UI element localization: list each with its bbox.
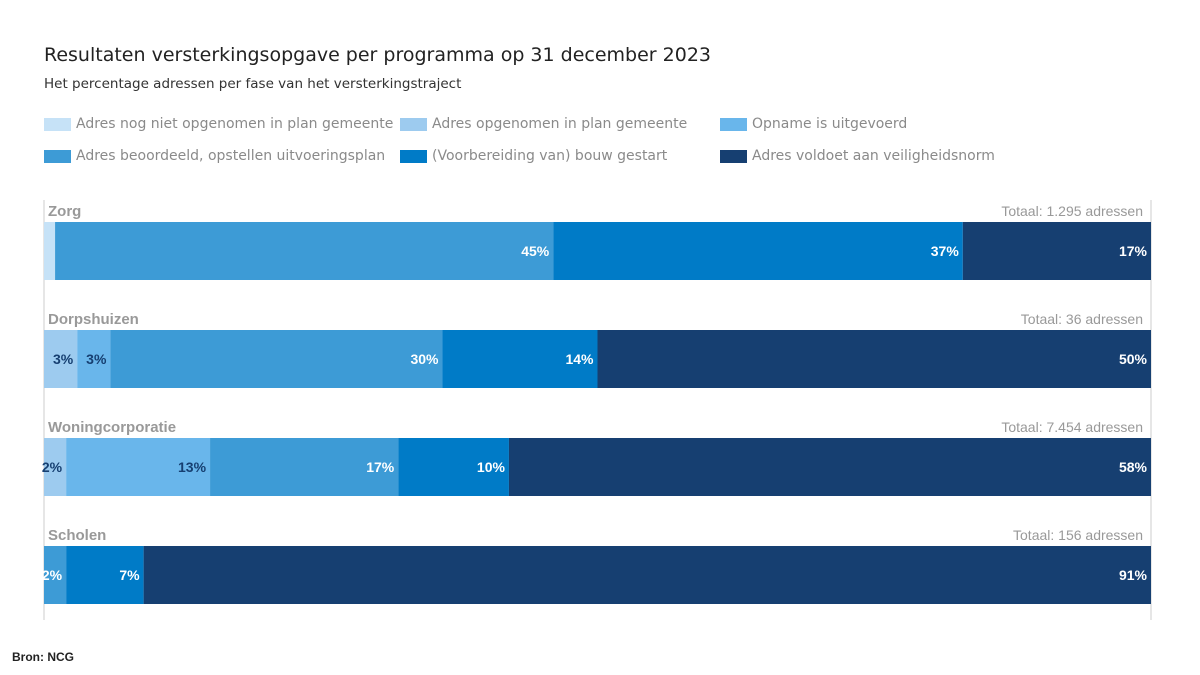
data-label: 50% (1119, 351, 1148, 367)
source-note: Bron: NCG (12, 650, 74, 664)
total-label: Totaal: 1.295 adressen (1001, 203, 1143, 219)
legend-label: (Voorbereiding van) bouw gestart (432, 148, 668, 164)
chart-title: Resultaten versterkingsopgave per progra… (44, 44, 711, 66)
category-label: Scholen (48, 527, 106, 544)
legend-item: (Voorbereiding van) bouw gestart (400, 148, 667, 164)
category-label: Dorpshuizen (48, 311, 139, 328)
legend-label: Adres voldoet aan veiligheidsnorm (752, 148, 995, 164)
legend-label: Adres opgenomen in plan gemeente (432, 116, 688, 132)
legend-item: Adres voldoet aan veiligheidsnorm (720, 148, 995, 164)
legend-item: Opname is uitgevoerd (720, 116, 907, 132)
bar-segment (110, 330, 443, 388)
data-label: 2% (42, 459, 63, 475)
data-label: 7% (119, 567, 140, 583)
chart-subtitle: Het percentage adressen per fase van het… (44, 76, 462, 92)
total-label: Totaal: 7.454 adressen (1001, 419, 1143, 435)
bar-segment (44, 438, 67, 496)
data-label: 58% (1119, 459, 1148, 475)
data-label: 13% (178, 459, 207, 475)
bar-segment (398, 438, 509, 496)
bar-segment (66, 438, 211, 496)
data-label: 91% (1119, 567, 1148, 583)
bar-segment (442, 330, 598, 388)
data-label: 30% (410, 351, 439, 367)
legend-swatch (44, 149, 71, 163)
data-label: 37% (931, 243, 960, 259)
legend-label: Opname is uitgevoerd (752, 116, 908, 132)
bar-segment (553, 222, 963, 280)
bar-segment (210, 438, 399, 496)
legend-swatch (44, 117, 71, 131)
legend-item: Adres opgenomen in plan gemeente (400, 116, 687, 132)
category-label: Zorg (48, 203, 81, 220)
data-label: 3% (53, 351, 74, 367)
bar-segment (508, 438, 1151, 496)
legend-swatch (720, 117, 747, 131)
legend-label: Adres nog niet opgenomen in plan gemeent… (76, 116, 394, 132)
category-label: Woningcorporatie (48, 419, 176, 436)
data-label: 45% (521, 243, 550, 259)
bar-segment (597, 330, 1151, 388)
data-label: 14% (565, 351, 594, 367)
data-label: 17% (366, 459, 395, 475)
bar-segment (44, 546, 67, 604)
bar-segment (66, 546, 144, 604)
data-label: 2% (42, 567, 63, 583)
legend-label: Adres beoordeeld, opstellen uitvoeringsp… (76, 148, 386, 164)
legend-item: Adres beoordeeld, opstellen uitvoeringsp… (44, 148, 385, 164)
bar-segment (55, 222, 554, 280)
data-label: 17% (1119, 243, 1148, 259)
bar-segment (962, 222, 1151, 280)
bar-segment (77, 330, 111, 388)
legend-item: Adres nog niet opgenomen in plan gemeent… (44, 116, 393, 132)
legend-swatch (400, 149, 427, 163)
bar-segment (44, 330, 78, 388)
bar-segment (44, 222, 56, 280)
legend-swatch (720, 149, 747, 163)
total-label: Totaal: 156 adressen (1013, 527, 1143, 543)
total-label: Totaal: 36 adressen (1021, 311, 1143, 327)
data-label: 3% (86, 351, 107, 367)
legend-swatch (400, 117, 427, 131)
data-label: 10% (477, 459, 506, 475)
bar-segment (143, 546, 1151, 604)
